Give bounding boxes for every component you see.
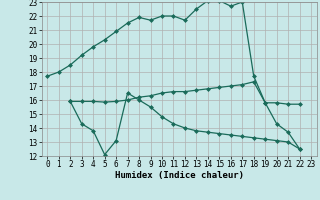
X-axis label: Humidex (Indice chaleur): Humidex (Indice chaleur) [115,171,244,180]
